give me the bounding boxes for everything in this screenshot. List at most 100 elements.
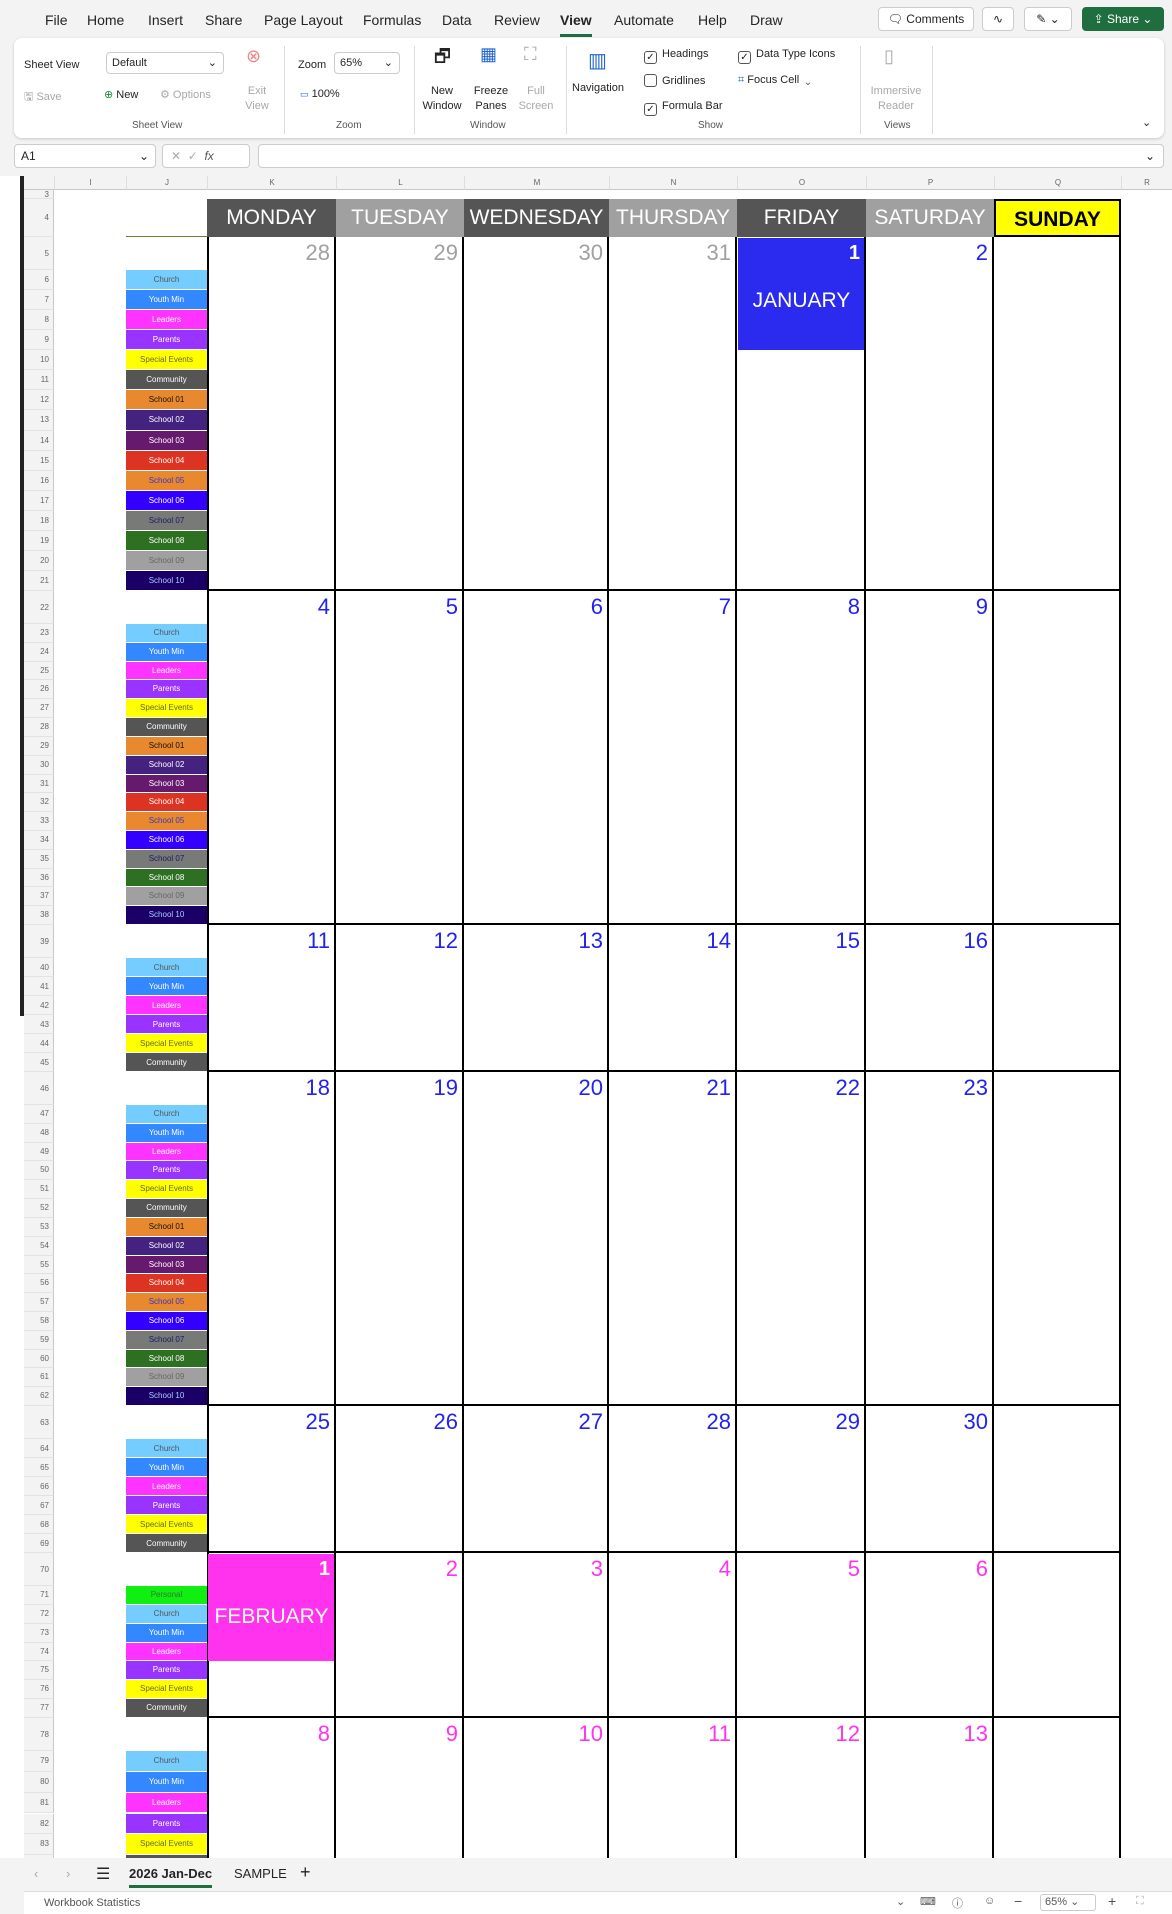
sheet-view-dropdown[interactable]: Default ⌄ bbox=[106, 52, 224, 74]
row-header[interactable]: 37 bbox=[24, 887, 54, 907]
row-header[interactable]: 67 bbox=[24, 1496, 54, 1515]
focus-cell-button[interactable]: ⌗ Focus Cell ⌄ bbox=[738, 74, 811, 86]
row-header[interactable]: 49 bbox=[24, 1142, 54, 1162]
select-all-corner[interactable] bbox=[24, 176, 54, 190]
row-header[interactable]: 70 bbox=[24, 1553, 54, 1586]
day-cell[interactable] bbox=[464, 591, 609, 925]
row-header[interactable]: 24 bbox=[24, 642, 54, 662]
row-header[interactable]: 7 bbox=[24, 290, 54, 311]
row-header[interactable]: 19 bbox=[24, 530, 54, 551]
formula-bar-checkbox[interactable]: ✓ Formula Bar bbox=[644, 100, 723, 116]
row-header[interactable]: 56 bbox=[24, 1274, 54, 1294]
day-cell[interactable] bbox=[866, 237, 994, 591]
fullscreen-icon[interactable]: ⛶ bbox=[1136, 1895, 1144, 1907]
row-header[interactable]: 43 bbox=[24, 1015, 54, 1034]
prev-sheet-icon[interactable]: ‹ bbox=[34, 1866, 39, 1881]
row-header[interactable]: 44 bbox=[24, 1034, 54, 1053]
exit-view-button[interactable]: Exit View bbox=[245, 85, 269, 112]
row-header[interactable]: 15 bbox=[24, 450, 54, 471]
row-header[interactable]: 60 bbox=[24, 1349, 54, 1369]
row-header[interactable]: 16 bbox=[24, 470, 54, 491]
day-cell[interactable] bbox=[737, 591, 866, 925]
row-header[interactable]: 63 bbox=[24, 1406, 54, 1439]
zoom-dropdown[interactable]: 65% ⌄ bbox=[334, 52, 400, 74]
day-cell[interactable] bbox=[609, 1406, 737, 1553]
row-header[interactable]: 4 bbox=[24, 199, 54, 237]
menu-insert[interactable]: Insert bbox=[148, 12, 184, 28]
row-header[interactable]: 34 bbox=[24, 830, 54, 850]
feedback-icon[interactable]: ☺ bbox=[984, 1895, 996, 1907]
row-header[interactable]: 6 bbox=[24, 270, 54, 291]
row-header[interactable]: 13 bbox=[24, 410, 54, 431]
day-cell[interactable] bbox=[336, 1553, 464, 1718]
day-cell[interactable] bbox=[994, 1072, 1121, 1406]
column-header-i[interactable]: I bbox=[54, 176, 126, 190]
day-cell[interactable] bbox=[609, 237, 737, 591]
row-header[interactable]: 55 bbox=[24, 1255, 54, 1275]
headings-checkbox[interactable]: ✓ Headings bbox=[644, 48, 708, 64]
row-header[interactable]: 9 bbox=[24, 330, 54, 351]
column-header-n[interactable]: N bbox=[609, 176, 737, 190]
day-cell[interactable] bbox=[336, 925, 464, 1072]
day-cell[interactable] bbox=[207, 237, 336, 591]
day-cell[interactable] bbox=[336, 591, 464, 925]
row-header[interactable]: 52 bbox=[24, 1199, 54, 1218]
freeze-panes-button[interactable]: Freeze Panes bbox=[468, 84, 514, 114]
column-header-j[interactable]: J bbox=[126, 176, 207, 190]
comments-button[interactable]: 🗨 Comments bbox=[878, 7, 974, 31]
row-header[interactable]: 25 bbox=[24, 661, 54, 681]
day-cell[interactable] bbox=[336, 1406, 464, 1553]
sheet-tab-2026-jan-dec[interactable]: 2026 Jan-Dec bbox=[129, 1866, 213, 1888]
catch-up-button[interactable]: ∿ bbox=[982, 7, 1014, 31]
menu-help[interactable]: Help bbox=[698, 12, 727, 28]
row-header[interactable]: 36 bbox=[24, 868, 54, 888]
row-header[interactable]: 54 bbox=[24, 1236, 54, 1256]
ribbon-expand-icon[interactable]: ⌄ bbox=[1142, 117, 1152, 129]
name-box[interactable]: A1 ⌄ bbox=[14, 144, 156, 168]
row-header[interactable]: 68 bbox=[24, 1515, 54, 1534]
day-cell[interactable] bbox=[737, 1553, 866, 1718]
row-header[interactable]: 14 bbox=[24, 430, 54, 451]
day-cell[interactable] bbox=[994, 1406, 1121, 1553]
sheet-tab-sample[interactable]: SAMPLE bbox=[234, 1866, 287, 1881]
row-header[interactable]: 32 bbox=[24, 793, 54, 813]
next-sheet-icon[interactable]: › bbox=[66, 1866, 71, 1881]
day-cell[interactable] bbox=[737, 237, 866, 591]
row-header[interactable]: 69 bbox=[24, 1534, 54, 1553]
day-cell[interactable] bbox=[994, 237, 1121, 591]
row-header[interactable]: 3 bbox=[24, 190, 54, 199]
day-cell[interactable] bbox=[207, 925, 336, 1072]
editing-mode-button[interactable]: ✎ ⌄ bbox=[1024, 7, 1072, 31]
day-cell[interactable] bbox=[609, 1072, 737, 1406]
row-header[interactable]: 50 bbox=[24, 1161, 54, 1181]
column-header-q[interactable]: Q bbox=[994, 176, 1121, 190]
day-cell[interactable] bbox=[866, 925, 994, 1072]
new-view-button[interactable]: ⊕ New bbox=[104, 88, 138, 101]
day-cell[interactable] bbox=[994, 1553, 1121, 1718]
data-type-icons-checkbox[interactable]: ✓ Data Type Icons bbox=[738, 48, 835, 64]
row-header[interactable]: 20 bbox=[24, 550, 54, 571]
column-header-m[interactable]: M bbox=[464, 176, 609, 190]
row-header[interactable]: 81 bbox=[24, 1792, 54, 1814]
row-header[interactable]: 61 bbox=[24, 1368, 54, 1388]
column-header-k[interactable]: K bbox=[207, 176, 336, 190]
column-header-r[interactable]: R bbox=[1121, 176, 1172, 190]
menu-formulas[interactable]: Formulas bbox=[363, 12, 422, 28]
menu-home[interactable]: Home bbox=[87, 12, 125, 28]
row-header[interactable]: 41 bbox=[24, 977, 54, 996]
day-cell[interactable] bbox=[336, 237, 464, 591]
column-header-o[interactable]: O bbox=[737, 176, 866, 190]
row-header[interactable]: 78 bbox=[24, 1718, 54, 1751]
zoom-100-button[interactable]: ▭ 100% bbox=[300, 88, 340, 100]
row-header[interactable]: 64 bbox=[24, 1439, 54, 1458]
day-cell[interactable] bbox=[866, 1718, 994, 1858]
day-cell[interactable] bbox=[336, 1718, 464, 1858]
status-chevron-icon[interactable]: ⌄ bbox=[896, 1896, 906, 1908]
day-cell[interactable] bbox=[609, 925, 737, 1072]
row-header[interactable]: 22 bbox=[24, 591, 54, 624]
day-cell[interactable] bbox=[737, 1406, 866, 1553]
row-header[interactable]: 5 bbox=[24, 237, 54, 270]
day-cell[interactable] bbox=[609, 1718, 737, 1858]
row-header[interactable]: 65 bbox=[24, 1458, 54, 1477]
row-header[interactable]: 59 bbox=[24, 1330, 54, 1350]
